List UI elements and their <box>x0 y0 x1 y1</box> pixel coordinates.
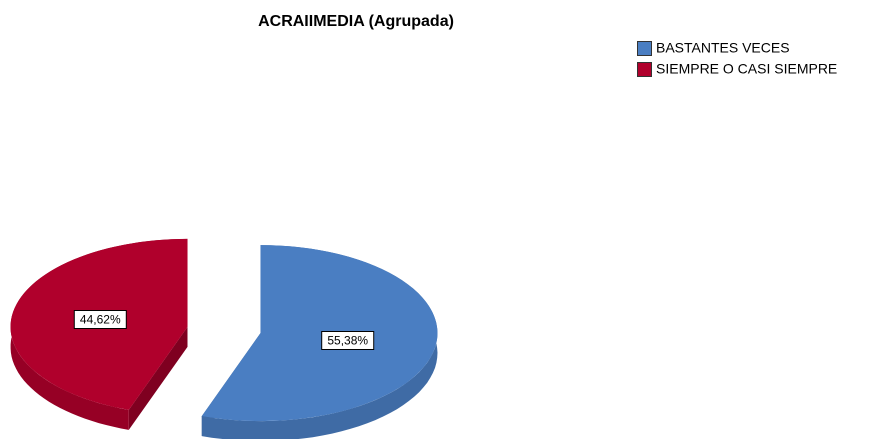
legend-swatch <box>637 62 652 77</box>
legend-label: BASTANTES VECES <box>656 40 790 56</box>
slice-side <box>201 245 438 439</box>
data-label: 55,38% <box>327 334 368 348</box>
slice-group <box>10 238 188 430</box>
data-label-box <box>73 310 127 330</box>
slice-wall <box>128 326 188 430</box>
chart-title: ACRAIIMEDIA (Agrupada) <box>258 13 454 30</box>
legend-label: SIEMPRE O CASI SIEMPRE <box>656 61 837 77</box>
data-label: 44,62% <box>80 313 121 327</box>
data-label-box <box>321 330 375 350</box>
legend-swatch <box>637 41 652 56</box>
slice-group <box>201 245 438 439</box>
pie-slice <box>201 245 438 422</box>
